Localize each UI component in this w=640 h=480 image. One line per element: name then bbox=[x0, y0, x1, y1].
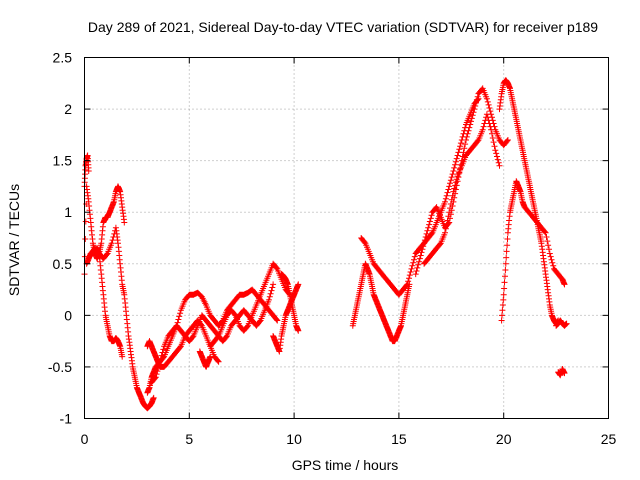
data-point-markers bbox=[278, 271, 302, 334]
data-point-markers bbox=[421, 111, 503, 267]
data-point-markers bbox=[144, 286, 281, 396]
y-axis-label: SDTVAR / TECUs bbox=[6, 184, 22, 296]
series-arc-3 bbox=[83, 245, 126, 360]
data-point-markers bbox=[83, 245, 126, 360]
y-tick-label: 1 bbox=[64, 204, 72, 220]
x-tick-label: 25 bbox=[601, 431, 617, 447]
y-tick-label: 2 bbox=[64, 101, 72, 117]
x-tick-label: 10 bbox=[286, 431, 302, 447]
data-point-markers bbox=[349, 260, 413, 345]
data-point-markers bbox=[555, 366, 568, 379]
data-point-markers bbox=[412, 85, 511, 278]
y-tick-label: -0.5 bbox=[48, 359, 72, 375]
series-arc-11 bbox=[278, 271, 302, 334]
series-arc-17 bbox=[498, 178, 568, 324]
series-arc-12 bbox=[349, 260, 413, 345]
y-tick-label: 0 bbox=[64, 307, 72, 323]
x-tick-label: 20 bbox=[496, 431, 512, 447]
y-tick-label: 2.5 bbox=[53, 50, 73, 66]
series-arc-14 bbox=[412, 85, 511, 278]
y-tick-label: 0.5 bbox=[53, 256, 73, 272]
series-arc-19 bbox=[555, 366, 568, 379]
series-arc-15 bbox=[421, 111, 503, 267]
series-arc-8 bbox=[196, 348, 214, 370]
data-points bbox=[81, 77, 570, 412]
x-tick-labels: 0 5 10 15 20 25 bbox=[81, 431, 617, 447]
series-arc-18 bbox=[553, 317, 570, 329]
gridlines bbox=[84, 57, 609, 419]
series-arc-9 bbox=[207, 260, 293, 350]
data-point-markers bbox=[498, 178, 568, 324]
series-arc-16 bbox=[496, 77, 562, 327]
plot-frame bbox=[84, 57, 609, 419]
data-point-markers bbox=[196, 348, 214, 370]
series-arc-5 bbox=[144, 286, 281, 396]
y-tick-label: -1 bbox=[60, 411, 73, 427]
series-arc-4 bbox=[87, 224, 157, 412]
data-point-markers bbox=[87, 224, 157, 412]
axis-ticks bbox=[84, 57, 609, 419]
data-point-markers bbox=[496, 77, 562, 327]
x-tick-label: 15 bbox=[391, 431, 407, 447]
y-tick-label: 1.5 bbox=[53, 153, 73, 169]
x-tick-label: 0 bbox=[81, 431, 89, 447]
data-point-markers bbox=[553, 317, 570, 329]
data-point-markers bbox=[207, 260, 293, 350]
y-tick-labels: 2.5 2 1.5 1 0.5 0 -0.5 -1 bbox=[48, 50, 72, 427]
x-axis-label: GPS time / hours bbox=[292, 457, 399, 473]
chart-title: Day 289 of 2021, Sidereal Day-to-day VTE… bbox=[88, 19, 598, 35]
x-tick-label: 5 bbox=[185, 431, 193, 447]
